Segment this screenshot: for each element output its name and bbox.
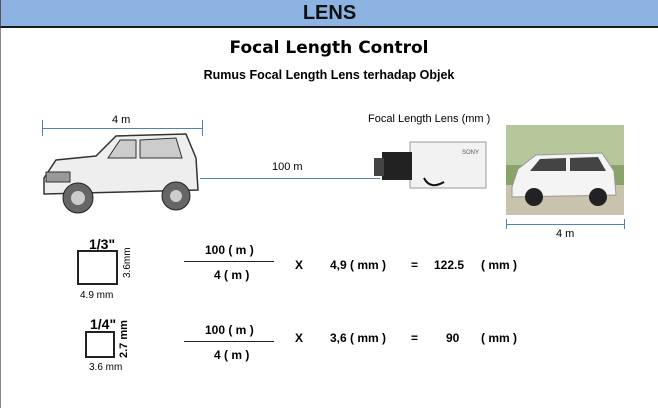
sensor-height: 3.6mm [122, 247, 133, 278]
left-border [0, 28, 1, 408]
sensor-size: 1/3" [89, 236, 116, 252]
object-width-right-line [506, 224, 624, 225]
lens-label: Focal Length Lens (mm ) [368, 113, 491, 125]
sensor-width: 3.6 mm [89, 362, 123, 373]
camera-image: SONY [374, 141, 487, 189]
factor: 3,6 ( mm ) [330, 331, 387, 345]
sensor-height: 2.7 mm [118, 320, 130, 358]
equals-sign: = [411, 331, 419, 345]
numerator: 100 ( m ) [205, 243, 254, 257]
object-width-left-line [42, 128, 202, 129]
object-width-left-label: 4 m [112, 114, 131, 126]
header-bar: LENS [0, 0, 658, 28]
denominator: 4 ( m ) [214, 268, 250, 282]
suv-sketch-image [43, 133, 199, 214]
distance-label: 100 m [272, 161, 303, 173]
sensor-rect [77, 250, 118, 285]
distance-line [200, 178, 380, 179]
sensor-width: 4.9 mm [80, 290, 114, 301]
tick [202, 120, 203, 136]
equals-sign: = [411, 258, 419, 272]
unit: ( mm ) [481, 331, 517, 345]
sensor-rect [85, 331, 115, 358]
tick [506, 219, 507, 229]
camera-brand: SONY [462, 150, 479, 156]
times-sign: X [295, 331, 304, 345]
numerator: 100 ( m ) [205, 323, 254, 337]
fraction-line [184, 261, 274, 262]
page-title: Focal Length Control [229, 38, 429, 58]
fraction-line [184, 341, 274, 342]
unit: ( mm ) [481, 258, 517, 272]
page-subtitle: Rumus Focal Length Lens terhadap Objek [203, 68, 455, 82]
tick [42, 120, 43, 136]
times-sign: X [295, 258, 304, 272]
result: 90 [446, 331, 460, 345]
factor: 4,9 ( mm ) [330, 258, 387, 272]
object-width-right-label: 4 m [556, 228, 575, 240]
denominator: 4 ( m ) [214, 348, 250, 362]
car-photo-image [506, 125, 624, 215]
tick [624, 219, 625, 229]
sensor-size: 1/4" [90, 316, 117, 332]
result: 122.5 [434, 258, 465, 272]
